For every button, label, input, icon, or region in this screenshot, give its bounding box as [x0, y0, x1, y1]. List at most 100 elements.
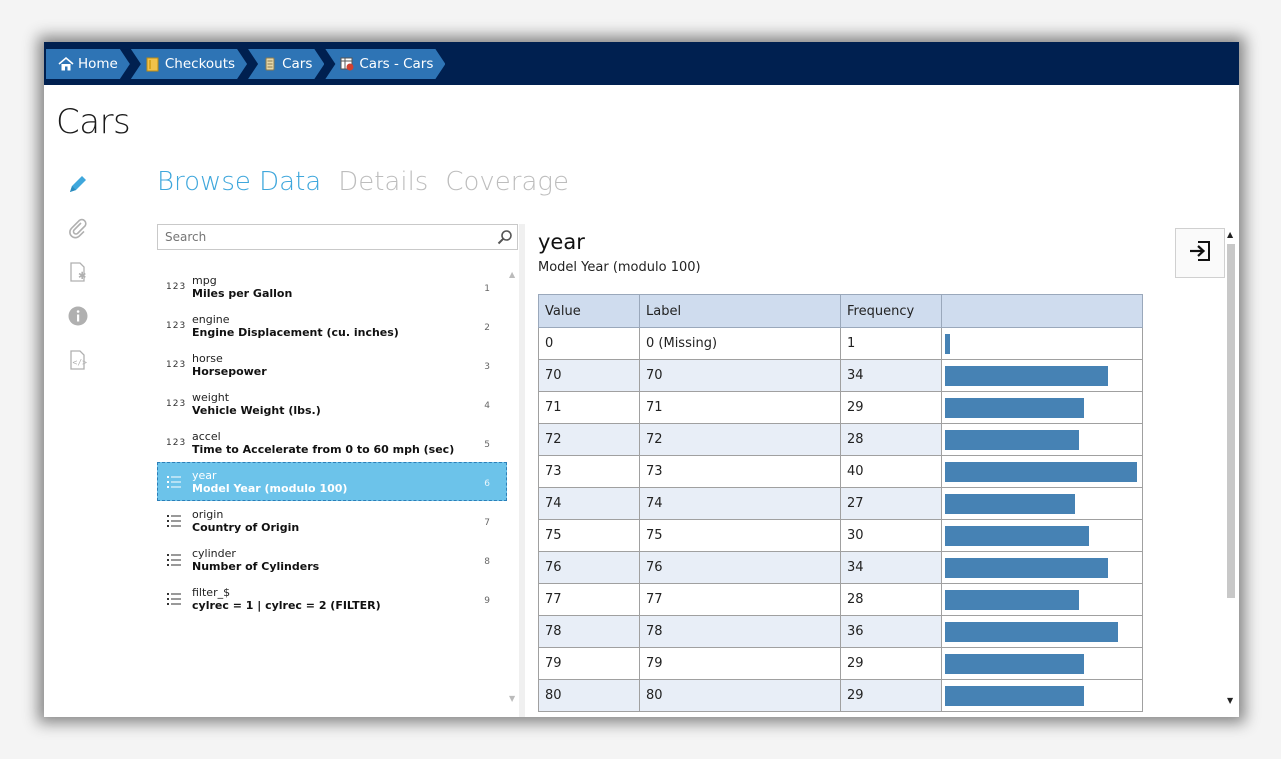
frequency-bar	[945, 333, 950, 354]
rail-code-button[interactable]: </>	[64, 348, 92, 376]
cell-frequency: 27	[840, 487, 942, 520]
column-header-bar	[941, 294, 1143, 328]
variable-name: engine	[192, 312, 230, 326]
frequency-bar	[945, 461, 1137, 482]
variable-name: filter_$	[192, 585, 231, 599]
cell-bar	[941, 359, 1143, 392]
nominal-list-icon	[166, 474, 192, 490]
cell-bar	[941, 455, 1143, 488]
tab-coverage[interactable]: Coverage	[445, 167, 570, 197]
search-box	[157, 224, 518, 250]
table-row: 77 77 28	[538, 583, 1143, 616]
variable-subtitle: Model Year (modulo 100)	[538, 260, 701, 275]
variable-label: Engine Displacement (cu. inches)	[192, 325, 399, 339]
cell-label: 70	[639, 359, 841, 392]
rail-info-button[interactable]	[64, 304, 92, 332]
column-header-frequency: Frequency	[840, 294, 942, 328]
cell-value: 75	[538, 519, 640, 552]
variable-list-scrollbar[interactable]: ▲ ▼	[509, 270, 519, 710]
variable-text: origin Country of Origin	[192, 508, 299, 534]
frequency-bar	[945, 621, 1118, 642]
variable-item-accel[interactable]: 123 accel Time to Accelerate from 0 to 60 …	[157, 423, 507, 462]
cell-value: 72	[538, 423, 640, 456]
scale-variable-icon: 123	[166, 398, 187, 409]
cell-value: 74	[538, 487, 640, 520]
column-header-value: Value	[538, 294, 640, 328]
variable-index: 2	[484, 323, 490, 333]
cell-bar	[941, 391, 1143, 424]
variable-item-mpg[interactable]: 123 mpg Miles per Gallon 1	[157, 267, 507, 306]
breadcrumb-cars-cars[interactable]: Cars - Cars	[325, 49, 445, 79]
exit-button[interactable]	[1175, 228, 1225, 278]
frequency-bar	[945, 557, 1108, 578]
cell-label: 76	[639, 551, 841, 584]
variable-item-engine[interactable]: 123 engine Engine Displacement (cu. inches…	[157, 306, 507, 345]
cell-value: 80	[538, 679, 640, 712]
scroll-down-icon[interactable]: ▼	[1227, 696, 1234, 705]
table-header-row: Value Label Frequency	[538, 294, 1143, 328]
folder-icon	[145, 56, 161, 72]
rail-edit-button[interactable]	[64, 172, 92, 200]
file-star-icon: ✱	[67, 261, 89, 287]
scale-variable-icon: 123	[166, 359, 187, 370]
variable-label: Number of Cylinders	[192, 559, 320, 573]
svg-text:</>: </>	[73, 358, 88, 367]
pane-divider[interactable]	[519, 224, 525, 717]
search-icon[interactable]	[497, 229, 513, 249]
tab-details[interactable]: Details	[338, 167, 429, 197]
cell-label: 71	[639, 391, 841, 424]
cell-frequency: 28	[840, 583, 942, 616]
breadcrumb-label: Cars - Cars	[359, 56, 434, 72]
table-row: 80 80 29	[538, 679, 1143, 712]
variable-name: origin	[192, 507, 224, 521]
rail-attachments-button[interactable]	[64, 216, 92, 244]
breadcrumb-checkouts[interactable]: Checkouts	[131, 49, 247, 79]
paperclip-icon	[67, 217, 89, 243]
variable-name: weight	[192, 390, 230, 404]
frequency-bar	[945, 397, 1084, 418]
frequency-bar	[945, 685, 1084, 706]
column-header-label: Label	[639, 294, 841, 328]
detail-scrollbar[interactable]: ▲ ▼	[1225, 230, 1237, 710]
search-input[interactable]	[158, 225, 488, 249]
cell-label: 74	[639, 487, 841, 520]
home-icon	[58, 56, 74, 72]
cell-label: 0 (Missing)	[639, 327, 841, 360]
variable-name: cylinder	[192, 546, 236, 560]
cell-frequency: 36	[840, 615, 942, 648]
cell-value: 73	[538, 455, 640, 488]
variable-item-horse[interactable]: 123 horse Horsepower 3	[157, 345, 507, 384]
cell-frequency: 40	[840, 455, 942, 488]
tab-browse-data[interactable]: Browse Data	[157, 167, 322, 197]
scale-variable-icon: 123	[166, 437, 187, 448]
cell-value: 77	[538, 583, 640, 616]
variable-index: 9	[484, 596, 490, 606]
table-row: 71 71 29	[538, 391, 1143, 424]
variable-index: 6	[484, 479, 490, 489]
breadcrumb-home[interactable]: Home	[46, 49, 130, 79]
variable-index: 4	[484, 401, 490, 411]
rail-file-button[interactable]: ✱	[64, 260, 92, 288]
variable-item-weight[interactable]: 123 weight Vehicle Weight (lbs.) 4	[157, 384, 507, 423]
cell-label: 72	[639, 423, 841, 456]
scroll-down-icon[interactable]: ▼	[509, 694, 516, 703]
variable-item-filter[interactable]: filter_$ cylrec = 1 | cylrec = 2 (FILTER)…	[157, 579, 507, 618]
cell-frequency: 34	[840, 359, 942, 392]
scroll-up-icon[interactable]: ▲	[1227, 230, 1234, 239]
variable-item-cylinder[interactable]: cylinder Number of Cylinders 8	[157, 540, 507, 579]
variable-label: cylrec = 1 | cylrec = 2 (FILTER)	[192, 598, 381, 612]
variable-text: mpg Miles per Gallon	[192, 274, 292, 300]
scroll-up-icon[interactable]: ▲	[509, 270, 516, 279]
scale-variable-icon: 123	[166, 281, 187, 292]
variable-item-year[interactable]: year Model Year (modulo 100) 6	[157, 462, 507, 501]
cell-frequency: 29	[840, 391, 942, 424]
breadcrumb-cars[interactable]: Cars	[248, 49, 324, 79]
svg-text:✱: ✱	[78, 271, 86, 282]
cell-value: 76	[538, 551, 640, 584]
scrollbar-thumb[interactable]	[1227, 244, 1235, 598]
cell-bar	[941, 615, 1143, 648]
variable-item-origin[interactable]: origin Country of Origin 7	[157, 501, 507, 540]
cell-frequency: 34	[840, 551, 942, 584]
